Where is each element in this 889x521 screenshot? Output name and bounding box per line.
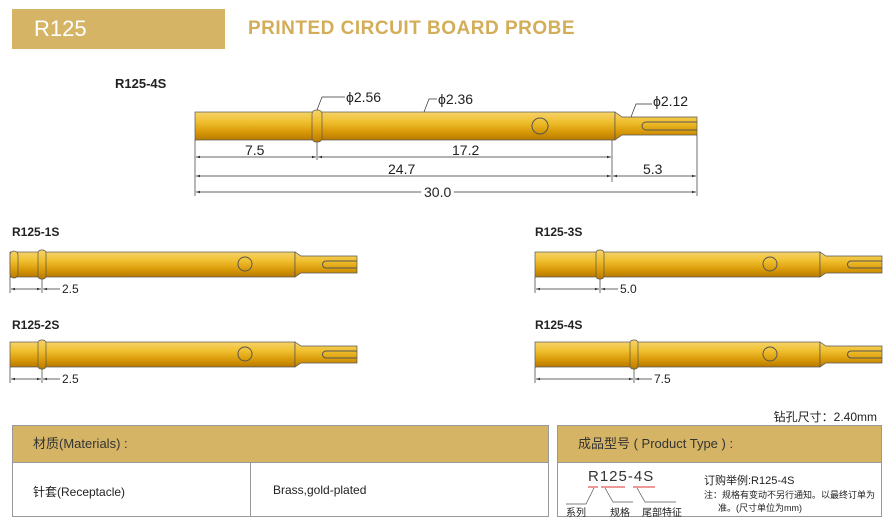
note: 注：规格有变动不另行通知。以最终订单为 (704, 490, 876, 500)
diameter-label: ϕ2.12 (653, 93, 688, 109)
type-code-annotation (566, 486, 676, 505)
model-badge: R125 (12, 9, 225, 49)
product-type-header: 成品型号 ( Product Type ) : (558, 426, 881, 463)
part-series: 系列 (566, 508, 586, 519)
part-spec: 规格 (610, 508, 630, 519)
variant-probe-drawing: 7.5 (534, 339, 883, 386)
materials-table: 材质(Materials) : 针套(Receptacle) Brass,gol… (12, 425, 549, 517)
variant-dimension: 2.5 (62, 372, 79, 386)
part-tail: 尾部特征 (642, 508, 682, 519)
drill-size: 钻孔尺寸：2.40mm (773, 410, 877, 424)
product-type-table: 成品型号 ( Product Type ) : R125-4S 系列 规格 尾部… (557, 425, 882, 519)
dimension-label: 7.5 (245, 142, 265, 158)
variant-dimension: 7.5 (654, 372, 671, 386)
diameter-label: ϕ2.56 (346, 89, 381, 105)
probe-drawings: ϕ2.56 ϕ2.36 ϕ2.12 7.5 17.2 24.7 5.3 30.0… (9, 89, 883, 386)
variant-dimension: 2.5 (62, 282, 79, 296)
variant-dimension: 5.0 (620, 282, 637, 296)
variant-label: R125-2S (12, 318, 60, 332)
diameter-label: ϕ2.36 (438, 91, 473, 107)
material-value: Brass,gold-plated (273, 483, 367, 497)
main-probe-drawing: ϕ2.56 ϕ2.36 ϕ2.12 7.5 17.2 24.7 5.3 30.0 (194, 89, 698, 203)
dimension-label: 24.7 (388, 161, 415, 177)
variant-probe-drawing: 2.5 (9, 249, 358, 296)
dimension-label: 30.0 (424, 184, 451, 200)
dimension-label: 17.2 (452, 142, 479, 158)
page-title: PRINTED CIRCUIT BOARD PROBE (248, 18, 576, 39)
type-code: R125-4S (588, 468, 655, 485)
dimension-label: 5.3 (643, 161, 663, 177)
variant-label: R125-3S (535, 225, 583, 239)
main-probe-label: R125-4S (115, 76, 167, 91)
variant-label: R125-1S (12, 225, 60, 239)
variant-label: R125-4S (535, 318, 583, 332)
variant-probe-drawing: 2.5 (9, 339, 358, 386)
order-example: 订购举例:R125-4S (704, 475, 795, 487)
note: 准。(尺寸单位为mm) (718, 503, 802, 513)
part-name: 针套(Receptacle) (33, 485, 126, 499)
materials-header: 材质(Materials) : (13, 426, 548, 463)
variant-probe-drawing: 5.0 (534, 249, 883, 296)
